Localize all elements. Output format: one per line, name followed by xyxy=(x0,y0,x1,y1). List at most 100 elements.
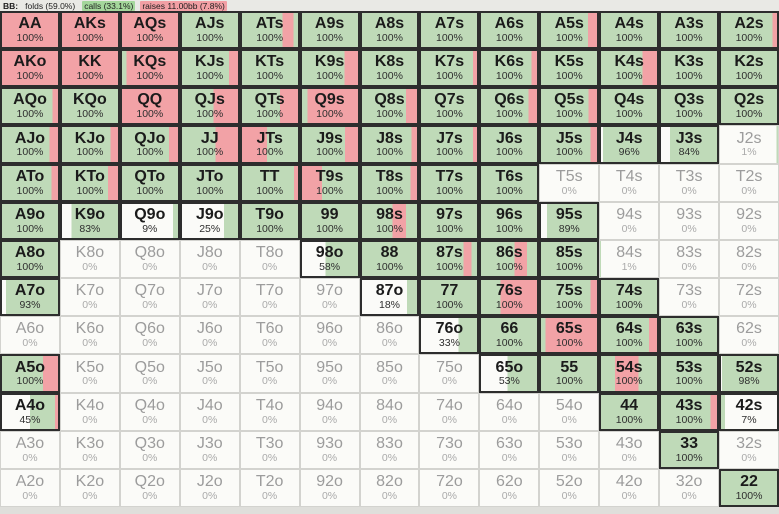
hand-cell-65s[interactable]: 65s 100% xyxy=(539,316,600,355)
hand-cell-a5s[interactable]: A5s 100% xyxy=(539,11,600,50)
hand-cell-93s[interactable]: 93s 0% xyxy=(659,201,720,240)
hand-cell-82o[interactable]: 82o 0% xyxy=(359,468,420,507)
hand-cell-ajo[interactable]: AJo 100% xyxy=(0,125,60,164)
hand-cell-43o[interactable]: 43o 0% xyxy=(599,430,660,469)
hand-cell-k3s[interactable]: K3s 100% xyxy=(659,49,720,88)
hand-cell-52o[interactable]: 52o 0% xyxy=(539,468,600,507)
hand-cell-jj[interactable]: JJ 100% xyxy=(179,125,240,164)
hand-cell-a4o[interactable]: A4o 45% xyxy=(0,392,60,431)
hand-cell-j7o[interactable]: J7o 0% xyxy=(179,278,240,317)
hand-cell-j5s[interactable]: J5s 100% xyxy=(539,125,600,164)
hand-cell-96o[interactable]: 96o 0% xyxy=(299,316,360,355)
hand-cell-65o[interactable]: 65o 53% xyxy=(479,354,540,393)
hand-cell-32o[interactable]: 32o 0% xyxy=(659,468,720,507)
hand-cell-53s[interactable]: 53s 100% xyxy=(659,354,720,393)
hand-cell-q3o[interactable]: Q3o 0% xyxy=(119,430,180,469)
hand-cell-kts[interactable]: KTs 100% xyxy=(239,49,300,88)
hand-cell-t4s[interactable]: T4s 0% xyxy=(599,163,660,202)
hand-cell-j4o[interactable]: J4o 0% xyxy=(179,392,240,431)
hand-cell-aa[interactable]: AA 100% xyxy=(0,11,60,50)
hand-cell-t4o[interactable]: T4o 0% xyxy=(239,392,300,431)
hand-cell-k6s[interactable]: K6s 100% xyxy=(479,49,540,88)
hand-cell-k7o[interactable]: K7o 0% xyxy=(59,278,120,317)
hand-cell-98s[interactable]: 98s 100% xyxy=(359,201,420,240)
hand-cell-k3o[interactable]: K3o 0% xyxy=(59,430,120,469)
hand-cell-98o[interactable]: 98o 58% xyxy=(299,239,360,279)
hand-cell-j4s[interactable]: J4s 96% xyxy=(599,125,660,164)
hand-cell-q9s[interactable]: Q9s 100% xyxy=(299,87,360,126)
hand-cell-95o[interactable]: 95o 0% xyxy=(299,354,360,393)
hand-cell-q7s[interactable]: Q7s 100% xyxy=(419,87,480,126)
hand-cell-63o[interactable]: 63o 0% xyxy=(479,430,540,469)
hand-cell-84o[interactable]: 84o 0% xyxy=(359,392,420,431)
hand-cell-qto[interactable]: QTo 100% xyxy=(119,163,180,202)
hand-cell-k4o[interactable]: K4o 0% xyxy=(59,392,120,431)
hand-cell-q4o[interactable]: Q4o 0% xyxy=(119,392,180,431)
hand-cell-85o[interactable]: 85o 0% xyxy=(359,354,420,393)
hand-cell-t3s[interactable]: T3s 0% xyxy=(659,163,720,202)
hand-cell-a8o[interactable]: A8o 100% xyxy=(0,239,60,279)
hand-cell-kqo[interactable]: KQo 100% xyxy=(59,87,120,126)
hand-cell-j2s[interactable]: J2s 1% xyxy=(719,125,779,164)
hand-cell-aks[interactable]: AKs 100% xyxy=(59,11,120,50)
hand-cell-ajs[interactable]: AJs 100% xyxy=(179,11,240,50)
hand-cell-q2o[interactable]: Q2o 0% xyxy=(119,468,180,507)
hand-cell-k5o[interactable]: K5o 0% xyxy=(59,354,120,393)
hand-cell-aqo[interactable]: AQo 100% xyxy=(0,87,60,126)
hand-cell-k8o[interactable]: K8o 0% xyxy=(59,239,120,279)
hand-cell-t9o[interactable]: T9o 100% xyxy=(239,201,300,240)
hand-cell-54o[interactable]: 54o 0% xyxy=(539,392,600,431)
hand-cell-k5s[interactable]: K5s 100% xyxy=(539,49,600,88)
hand-cell-q3s[interactable]: Q3s 100% xyxy=(659,87,720,126)
hand-cell-k8s[interactable]: K8s 100% xyxy=(359,49,420,88)
hand-cell-73s[interactable]: 73s 0% xyxy=(659,278,720,317)
hand-cell-32s[interactable]: 32s 0% xyxy=(719,430,779,469)
hand-cell-j3s[interactable]: J3s 84% xyxy=(659,125,720,164)
hand-cell-kqs[interactable]: KQs 100% xyxy=(119,49,180,88)
hand-cell-33[interactable]: 33 100% xyxy=(659,430,720,469)
hand-cell-55[interactable]: 55 100% xyxy=(539,354,600,393)
hand-cell-j2o[interactable]: J2o 0% xyxy=(179,468,240,507)
hand-cell-86o[interactable]: 86o 0% xyxy=(359,316,420,355)
hand-cell-a3s[interactable]: A3s 100% xyxy=(659,11,720,50)
hand-cell-88[interactable]: 88 100% xyxy=(359,239,420,279)
hand-cell-73o[interactable]: 73o 0% xyxy=(419,430,480,469)
hand-cell-94s[interactable]: 94s 0% xyxy=(599,201,660,240)
hand-cell-82s[interactable]: 82s 0% xyxy=(719,239,779,279)
hand-cell-q6o[interactable]: Q6o 0% xyxy=(119,316,180,355)
hand-cell-62o[interactable]: 62o 0% xyxy=(479,468,540,507)
hand-cell-83o[interactable]: 83o 0% xyxy=(359,430,420,469)
hand-cell-q2s[interactable]: Q2s 100% xyxy=(719,87,779,126)
hand-cell-93o[interactable]: 93o 0% xyxy=(299,430,360,469)
hand-cell-42o[interactable]: 42o 0% xyxy=(599,468,660,507)
hand-cell-85s[interactable]: 85s 100% xyxy=(539,239,600,279)
hand-cell-jto[interactable]: JTo 100% xyxy=(179,163,240,202)
hand-cell-76o[interactable]: 76o 33% xyxy=(419,316,480,355)
hand-cell-a6o[interactable]: A6o 0% xyxy=(0,316,60,355)
hand-cell-tt[interactable]: TT 100% xyxy=(239,163,300,202)
hand-cell-t7s[interactable]: T7s 100% xyxy=(419,163,480,202)
hand-cell-j6o[interactable]: J6o 0% xyxy=(179,316,240,355)
hand-cell-75s[interactable]: 75s 100% xyxy=(539,278,600,317)
hand-cell-ako[interactable]: AKo 100% xyxy=(0,49,60,88)
hand-cell-kk[interactable]: KK 100% xyxy=(59,49,120,88)
hand-cell-74s[interactable]: 74s 100% xyxy=(599,278,660,317)
hand-cell-97s[interactable]: 97s 100% xyxy=(419,201,480,240)
hand-cell-a9o[interactable]: A9o 100% xyxy=(0,201,60,240)
hand-cell-74o[interactable]: 74o 0% xyxy=(419,392,480,431)
hand-cell-52s[interactable]: 52s 98% xyxy=(719,354,779,393)
hand-cell-k7s[interactable]: K7s 100% xyxy=(419,49,480,88)
hand-cell-92s[interactable]: 92s 0% xyxy=(719,201,779,240)
hand-cell-qq[interactable]: QQ 100% xyxy=(119,87,180,126)
hand-cell-j9o[interactable]: J9o 25% xyxy=(179,201,240,240)
hand-cell-72o[interactable]: 72o 0% xyxy=(419,468,480,507)
hand-cell-j8o[interactable]: J8o 0% xyxy=(179,239,240,279)
hand-cell-87o[interactable]: 87o 18% xyxy=(359,278,420,317)
hand-cell-84s[interactable]: 84s 1% xyxy=(599,239,660,279)
hand-cell-q5s[interactable]: Q5s 100% xyxy=(539,87,600,126)
hand-cell-86s[interactable]: 86s 100% xyxy=(479,239,540,279)
hand-cell-t7o[interactable]: T7o 0% xyxy=(239,278,300,317)
hand-cell-66[interactable]: 66 100% xyxy=(479,316,540,355)
hand-cell-a8s[interactable]: A8s 100% xyxy=(359,11,420,50)
hand-cell-t8o[interactable]: T8o 0% xyxy=(239,239,300,279)
